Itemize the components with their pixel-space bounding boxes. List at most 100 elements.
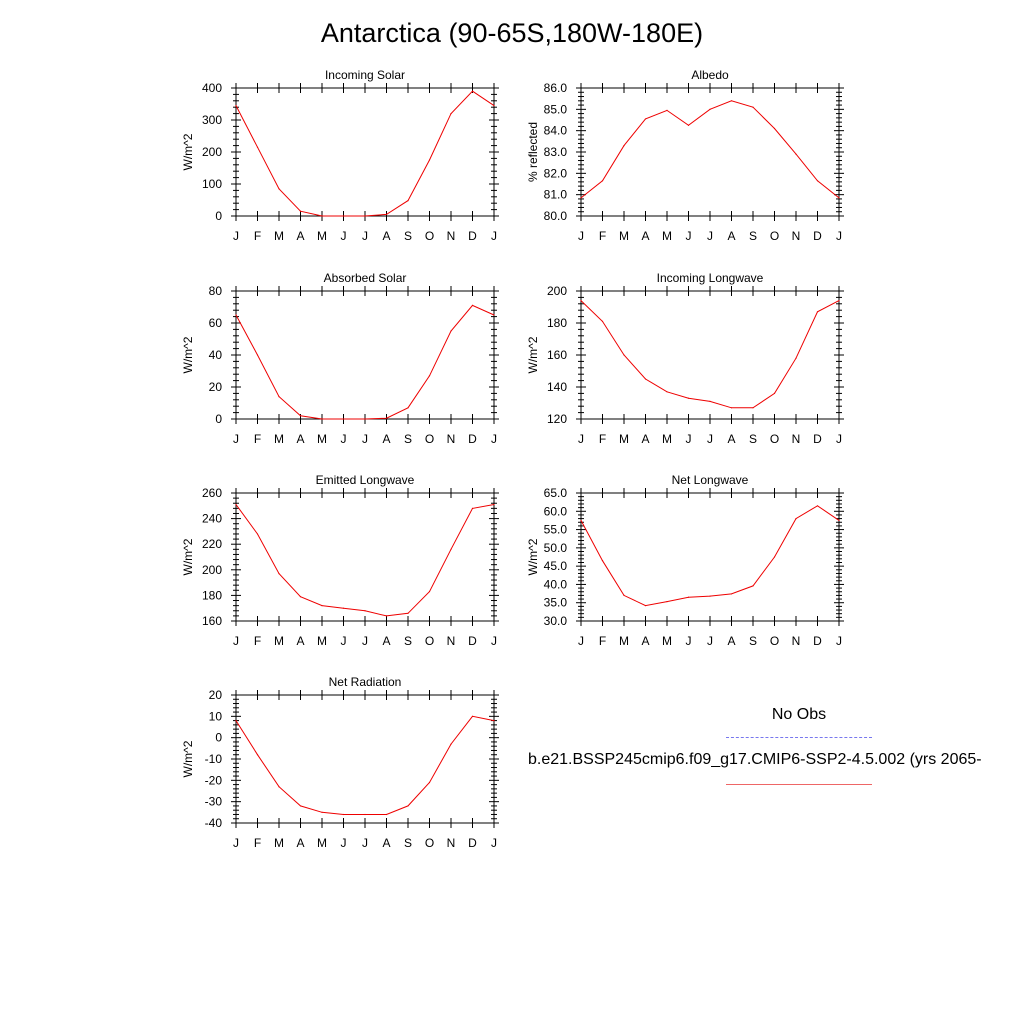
y-tick-label: 0	[215, 412, 222, 426]
data-point	[601, 180, 604, 182]
y-tick-label: 120	[547, 412, 567, 426]
data-point	[450, 743, 452, 745]
x-tick-label: D	[813, 432, 822, 446]
x-tick-label: J	[362, 634, 368, 648]
plot-frame	[580, 492, 840, 622]
y-tick-label: 10	[209, 709, 223, 723]
data-point	[752, 407, 754, 409]
data-point	[428, 375, 431, 377]
chart-title: Net Longwave	[672, 473, 749, 487]
data-point	[816, 180, 819, 182]
series-line	[580, 505, 840, 607]
x-tick-label: J	[836, 432, 842, 446]
y-tick-label: 81.0	[544, 188, 568, 202]
data-point	[385, 213, 388, 215]
data-point	[299, 596, 302, 598]
y-axis-label: W/m^2	[526, 538, 540, 575]
data-point	[730, 100, 733, 102]
y-tick-label: 160	[547, 348, 567, 362]
x-tick-label: A	[296, 634, 304, 648]
y-tick-label: 85.0	[544, 102, 568, 116]
data-point	[687, 397, 690, 399]
data-point	[321, 215, 323, 217]
data-point	[730, 593, 733, 595]
x-tick-label: J	[233, 634, 239, 648]
x-tick-label: S	[749, 229, 757, 243]
x-tick-label: J	[491, 229, 497, 243]
data-point	[385, 813, 388, 816]
x-tick-label: M	[317, 229, 327, 243]
x-tick-label: A	[382, 836, 390, 850]
x-tick-label: M	[662, 229, 672, 243]
data-point	[687, 124, 690, 126]
legend-obs-line	[726, 737, 872, 738]
y-tick-label: 20	[209, 688, 223, 702]
x-tick-label: J	[686, 432, 692, 446]
data-point	[235, 314, 237, 316]
data-point	[666, 109, 668, 111]
y-tick-label: 60.0	[544, 504, 568, 518]
x-tick-label: N	[792, 634, 801, 648]
x-tick-label: J	[233, 836, 239, 850]
data-point	[321, 605, 323, 607]
x-tick-label: J	[686, 634, 692, 648]
x-tick-label: F	[254, 432, 261, 446]
x-tick-label: J	[362, 432, 368, 446]
data-point	[687, 596, 690, 598]
data-point	[256, 533, 259, 535]
y-tick-label: 83.0	[544, 145, 568, 159]
x-tick-label: S	[749, 432, 757, 446]
x-tick-label: J	[836, 229, 842, 243]
data-point	[601, 560, 604, 562]
data-point	[773, 127, 776, 130]
data-point	[623, 594, 625, 597]
y-tick-label: 0	[215, 209, 222, 223]
data-point	[493, 314, 495, 316]
series-line	[580, 300, 840, 409]
plot-frame	[235, 492, 495, 622]
data-point	[730, 407, 733, 409]
data-point	[407, 200, 409, 202]
x-tick-label: N	[792, 229, 801, 243]
y-tick-label: 84.0	[544, 124, 568, 138]
y-tick-label: -40	[205, 816, 223, 830]
y-tick-label: 35.0	[544, 596, 568, 610]
data-point	[342, 813, 345, 816]
data-point	[471, 304, 474, 306]
data-point	[623, 145, 625, 147]
series-line	[580, 100, 840, 199]
x-tick-label: A	[382, 432, 390, 446]
x-tick-label: M	[662, 432, 672, 446]
x-tick-label: O	[425, 229, 434, 243]
x-tick-label: M	[274, 432, 284, 446]
data-point	[450, 330, 452, 332]
data-point	[773, 392, 776, 394]
data-point	[235, 720, 237, 722]
x-tick-label: A	[727, 634, 735, 648]
y-axis-label: W/m^2	[181, 740, 195, 777]
x-tick-label: A	[727, 432, 735, 446]
plot-frame	[235, 694, 495, 824]
x-tick-label: A	[727, 229, 735, 243]
data-point	[385, 615, 388, 617]
y-tick-label: 80.0	[544, 209, 568, 223]
y-tick-label: 40.0	[544, 577, 568, 591]
x-tick-label: F	[599, 634, 606, 648]
data-point	[450, 548, 452, 550]
data-point	[342, 607, 345, 609]
x-tick-label: D	[468, 836, 477, 850]
plot-frame	[235, 290, 495, 420]
data-point	[364, 610, 366, 612]
data-point	[709, 400, 711, 402]
x-tick-label: O	[770, 432, 779, 446]
x-tick-label: J	[707, 229, 713, 243]
x-tick-label: D	[468, 634, 477, 648]
data-point	[256, 354, 259, 356]
data-point	[321, 811, 323, 813]
x-tick-label: J	[578, 432, 584, 446]
data-point	[342, 215, 345, 217]
data-point	[278, 188, 280, 190]
y-tick-label: 200	[547, 284, 567, 298]
data-point	[407, 805, 409, 807]
